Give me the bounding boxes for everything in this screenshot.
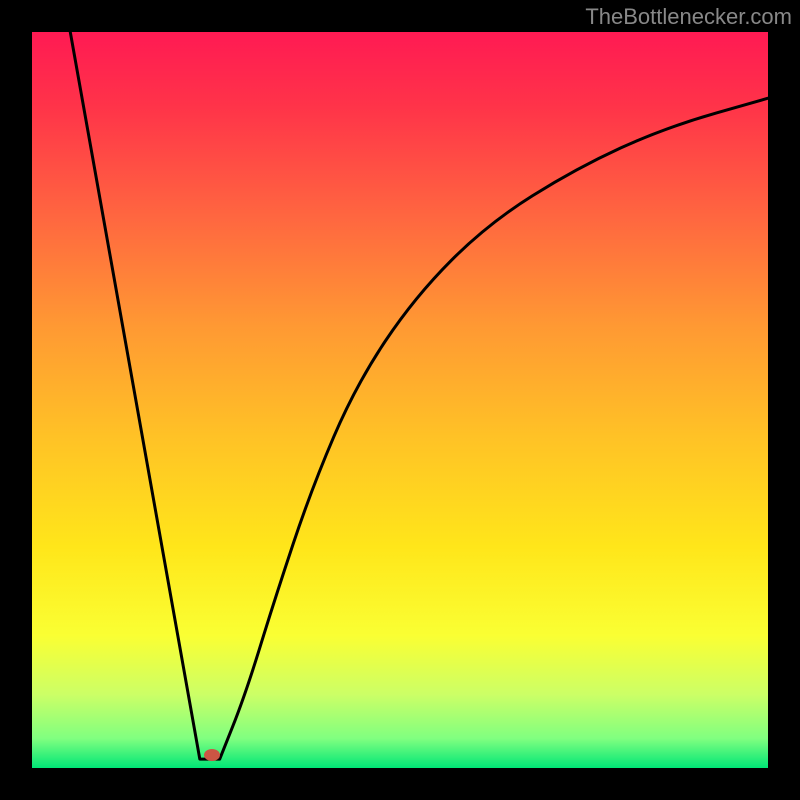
watermark-text: TheBottlenecker.com xyxy=(585,4,792,30)
chart-container: TheBottlenecker.com xyxy=(0,0,800,800)
curve-path xyxy=(70,32,768,759)
plot-area xyxy=(32,32,768,768)
bottleneck-curve xyxy=(32,32,768,768)
